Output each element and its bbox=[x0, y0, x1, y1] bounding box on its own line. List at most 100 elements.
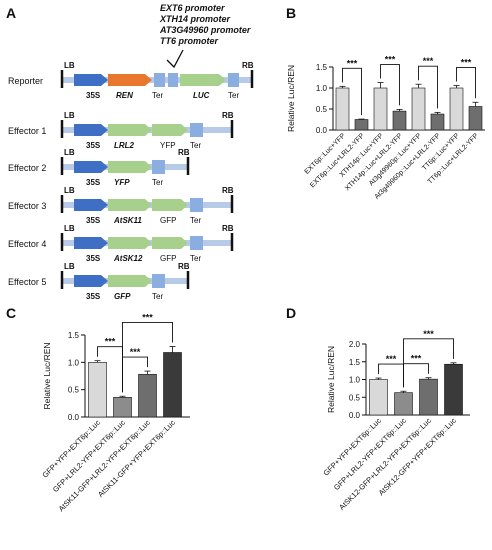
x-tick-label: AtSK12-GFP+LRL2-YFP+EXT6p::Luc bbox=[337, 416, 433, 512]
terminator-box bbox=[190, 198, 203, 212]
y-tick-label: 0.5 bbox=[349, 393, 361, 402]
terminator-label: Ter bbox=[190, 254, 201, 263]
bar bbox=[335, 87, 350, 131]
promoter-35s-label: 35S bbox=[86, 91, 101, 100]
significance-label: *** bbox=[105, 337, 116, 347]
significance-label: *** bbox=[386, 354, 397, 364]
promoter-slot-box bbox=[168, 73, 178, 87]
lb-label: LB bbox=[64, 148, 75, 157]
y-tick-label: 0.5 bbox=[316, 105, 328, 114]
bar bbox=[468, 106, 483, 131]
bar bbox=[411, 87, 426, 131]
promoter-xth14: XTH14 promoter bbox=[159, 14, 231, 24]
effector-construct-1: Effector 1 35S LRL2 YFP Ter LB RB bbox=[8, 111, 234, 150]
construct-row-name: Effector 4 bbox=[8, 239, 46, 249]
terminator-box bbox=[228, 73, 239, 87]
bar bbox=[392, 110, 407, 131]
luc-arrow bbox=[180, 74, 226, 86]
gene-label: LRL2 bbox=[114, 141, 135, 150]
terminator-label: Ter bbox=[190, 141, 201, 150]
promoter-35s-arrow bbox=[74, 237, 108, 249]
y-tick-label: 0.0 bbox=[349, 411, 361, 420]
luc-label: LUC bbox=[193, 91, 210, 100]
promoter-35s-arrow bbox=[74, 124, 108, 136]
terminator-box bbox=[190, 123, 203, 137]
significance-label: *** bbox=[347, 58, 358, 68]
gene-arrow bbox=[108, 199, 152, 211]
construct-row-name: Effector 1 bbox=[8, 126, 46, 136]
significance-label: *** bbox=[411, 354, 422, 364]
gene-label: YFP bbox=[114, 178, 130, 187]
rb-label: RB bbox=[222, 186, 234, 195]
panel-label-d: D bbox=[286, 305, 296, 321]
terminator-box bbox=[190, 236, 203, 250]
y-axis-label: Relative Luc/REN bbox=[326, 346, 336, 413]
bar bbox=[354, 119, 369, 131]
promoter-35s-arrow bbox=[74, 161, 108, 173]
ren-label: REN bbox=[116, 91, 133, 100]
significance-label: *** bbox=[130, 347, 141, 357]
rb-label: RB bbox=[242, 61, 254, 70]
bar bbox=[394, 392, 413, 416]
gene-arrow bbox=[108, 124, 152, 136]
lb-label: LB bbox=[64, 262, 75, 271]
ren-arrow bbox=[108, 74, 152, 86]
significance-bracket bbox=[403, 338, 454, 388]
rb-label: RB bbox=[178, 262, 190, 271]
bar bbox=[449, 87, 464, 131]
y-axis-label: Relative Luc/REN bbox=[286, 65, 296, 132]
bar bbox=[138, 374, 157, 418]
lb-label: LB bbox=[64, 61, 75, 70]
promoter-35s-label: 35S bbox=[86, 216, 101, 225]
promoter-35s-arrow bbox=[74, 275, 108, 287]
promoter-tt6: TT6 promoter bbox=[160, 36, 219, 46]
promoter-35s-label: 35S bbox=[86, 141, 101, 150]
promoter-list: EXT6 promoter XTH14 promoter AT3G49960 p… bbox=[159, 3, 251, 69]
promoter-35s-label: 35S bbox=[86, 178, 101, 187]
panel-label-a: A bbox=[6, 5, 16, 21]
gene-label: GFP bbox=[114, 292, 131, 301]
gene-arrow bbox=[108, 161, 152, 173]
gene-label: AtSK11 bbox=[113, 216, 142, 225]
rb-label: RB bbox=[222, 224, 234, 233]
promoter-35s-label: 35S bbox=[86, 292, 101, 301]
bar bbox=[113, 397, 132, 418]
lb-label: LB bbox=[64, 224, 75, 233]
terminator-label: Ter bbox=[228, 91, 239, 100]
y-tick-label: 1.5 bbox=[68, 331, 80, 340]
construct-row-name: Reporter bbox=[8, 76, 43, 86]
bar bbox=[88, 362, 107, 418]
tag-arrow bbox=[152, 237, 188, 249]
tag-arrow bbox=[152, 199, 188, 211]
bar bbox=[419, 378, 438, 416]
significance-bracket bbox=[418, 65, 438, 109]
x-tick-label: AtSK11-GFP+LRL2-YFP+EXT6p::Luc bbox=[57, 418, 152, 513]
y-tick-label: 1.5 bbox=[349, 358, 361, 367]
bar bbox=[373, 87, 388, 131]
y-tick-label: 2.0 bbox=[349, 340, 361, 349]
terminator-box bbox=[152, 160, 165, 174]
y-tick-label: 1.5 bbox=[316, 63, 328, 72]
significance-label: *** bbox=[385, 55, 396, 65]
terminator-label: Ter bbox=[152, 178, 163, 187]
gene-label: AtSK12 bbox=[113, 254, 143, 263]
tag-label: GFP bbox=[160, 216, 176, 225]
y-tick-label: 1.0 bbox=[316, 84, 328, 93]
significance-bracket bbox=[380, 64, 400, 106]
promoter-pointer bbox=[166, 49, 184, 69]
terminator-box bbox=[154, 73, 165, 87]
significance-bracket bbox=[456, 67, 476, 99]
promoter-35s-label: 35S bbox=[86, 254, 101, 263]
bar bbox=[163, 352, 182, 418]
promoter-at3g49960: AT3G49960 promoter bbox=[159, 25, 251, 35]
effector-construct-4: Effector 4 35S AtSK12 GFP Ter LB RB bbox=[8, 224, 234, 263]
significance-bracket bbox=[122, 322, 173, 393]
effector-construct-5: Effector 5 35S GFP Ter LB RB bbox=[8, 262, 190, 301]
y-tick-label: 0.5 bbox=[68, 386, 80, 395]
reporter-construct: Reporter LB RB 35S REN Ter LUC Ter bbox=[8, 61, 254, 100]
significance-bracket bbox=[342, 67, 362, 116]
y-axis-label: Relative Luc/REN bbox=[42, 342, 52, 409]
construct-row-name: Effector 5 bbox=[8, 277, 46, 287]
